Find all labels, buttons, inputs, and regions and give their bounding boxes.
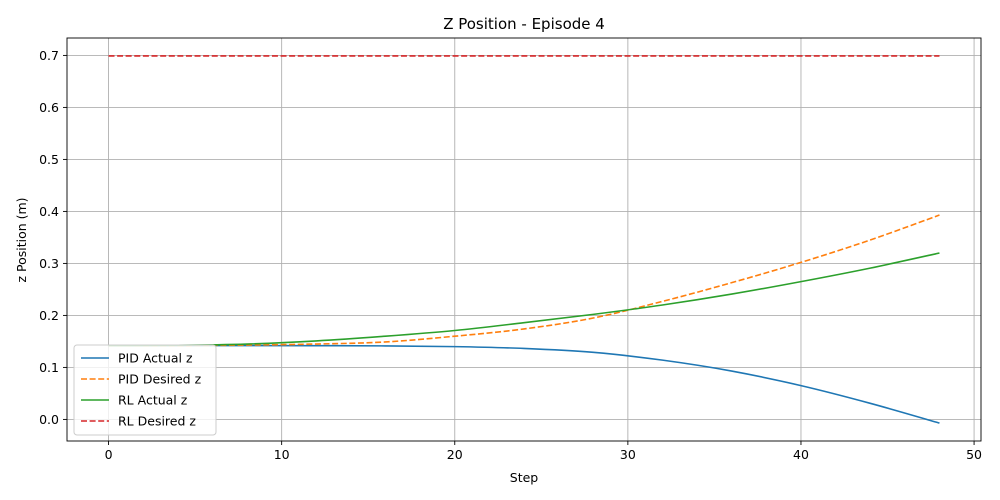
y-tick-label: 0.0 [39, 412, 59, 427]
x-tick-label: 20 [447, 447, 463, 462]
x-axis-ticks: 0 10 20 30 40 50 [105, 441, 982, 462]
y-axis-ticks: 0.0 0.1 0.2 0.3 0.4 0.5 0.6 0.7 [39, 48, 67, 427]
y-tick-label: 0.4 [39, 204, 59, 219]
legend-label-rl-actual-z: RL Actual z [118, 393, 188, 408]
y-axis-title: z Position (m) [14, 197, 29, 282]
x-tick-label: 30 [620, 447, 636, 462]
series-lines [108, 55, 940, 424]
y-tick-label: 0.3 [39, 256, 59, 271]
legend-label-rl-desired-z: RL Desired z [118, 414, 196, 429]
series-line-pid-actual-z [108, 344, 940, 424]
y-tick-label: 0.5 [39, 152, 59, 167]
y-tick-label: 0.7 [39, 48, 59, 63]
plot-frame [66, 37, 982, 442]
y-tick-label: 0.1 [39, 360, 59, 375]
x-tick-label: 50 [966, 447, 982, 462]
x-tick-label: 10 [274, 447, 290, 462]
y-tick-label: 0.2 [39, 308, 59, 323]
x-tick-label: 40 [793, 447, 809, 462]
legend-box [73, 344, 217, 436]
chart-title: Z Position - Episode 4 [443, 15, 605, 33]
legend-label-pid-desired-z: PID Desired z [118, 372, 202, 387]
series-line-rl-actual-z [108, 252, 940, 347]
series-line-pid-desired-z [108, 214, 940, 347]
y-tick-label: 0.6 [39, 100, 59, 115]
legend-label-pid-actual-z: PID Actual z [118, 351, 193, 366]
x-tick-label: 0 [105, 447, 113, 462]
legend: PID Actual z PID Desired z RL Actual z RL D… [73, 344, 217, 436]
x-axis-title: Step [510, 470, 539, 485]
